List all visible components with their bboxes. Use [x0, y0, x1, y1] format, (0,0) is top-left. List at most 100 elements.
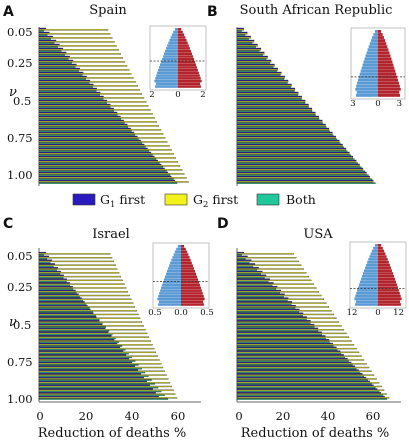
- bar-b-both-17: [236, 94, 299, 96]
- inset-b-bar-left-22: [355, 93, 378, 97]
- bar-d-both-15: [236, 307, 296, 309]
- bar-c-both-24: [38, 341, 119, 343]
- bar-a-g1-4: [38, 39, 57, 42]
- bar-c-g2-9: [38, 283, 125, 285]
- bar-b-g1-3: [236, 35, 251, 38]
- inset-d-bar-right-7: [378, 260, 389, 264]
- bar-c-g1-7: [38, 274, 64, 276]
- bar-b-g1-34: [236, 159, 357, 162]
- panel-c-inset: [152, 242, 210, 309]
- bar-b-g2-22: [236, 113, 316, 115]
- inset-d-bar-left-16: [358, 286, 378, 289]
- inset-b-bar-right-4: [378, 39, 386, 42]
- bar-d-both-13: [236, 299, 288, 302]
- bar-a-g1-39: [38, 179, 175, 182]
- bar-b-g1-25: [236, 123, 326, 126]
- bar-d-g2-10: [236, 287, 317, 289]
- bar-c-g1-15: [38, 304, 88, 307]
- inset-d-bar-right-19: [378, 294, 401, 298]
- inset-b-bar-left-8: [366, 51, 378, 55]
- bar-a-g1-36: [38, 167, 165, 170]
- bar-a-both-22: [38, 114, 118, 116]
- inset-b-bar-left-16: [358, 75, 378, 79]
- panel-a-ytick-4: 0.75: [7, 131, 33, 145]
- inset-d-tick-mid: 0: [375, 308, 380, 318]
- bar-c-g2-20: [38, 325, 144, 327]
- bar-d-both-25: [236, 345, 334, 347]
- bar-b-both-19: [236, 102, 306, 104]
- bar-c-g2-27: [38, 351, 157, 354]
- inset-c-bar-left-10: [167, 269, 181, 273]
- panel-d-bars: [236, 251, 390, 400]
- bar-c-g1-39: [38, 395, 159, 398]
- bar-a-both-9: [38, 62, 72, 64]
- bar-d-g2-24: [236, 340, 352, 342]
- bar-a-g1-37: [38, 171, 169, 174]
- bar-b-both-25: [236, 126, 327, 128]
- bar-a-both-39: [38, 182, 178, 184]
- bar-b-g2-2: [236, 33, 248, 35]
- inset-a-bar-left-3: [171, 33, 178, 36]
- bar-b-g2-20: [236, 105, 309, 107]
- bar-c-both-37: [38, 390, 162, 393]
- inset-d-bar-left-12: [361, 275, 378, 278]
- bar-d-both-33: [236, 375, 365, 378]
- inset-c-bar-right-5: [181, 256, 190, 259]
- bar-a-g1-29: [38, 139, 141, 142]
- bar-b-g2-15: [236, 85, 292, 87]
- bar-d-g1-24: [236, 339, 330, 341]
- inset-c-bar-right-15: [181, 283, 200, 287]
- panel-label-c: C: [3, 216, 13, 232]
- bar-d-both-3: [236, 262, 250, 264]
- bar-a-g2-7: [38, 53, 121, 55]
- bar-d-g1-18: [236, 316, 307, 318]
- bar-b-g2-4: [236, 41, 255, 43]
- inset-d-bar-left-22: [355, 303, 378, 306]
- bar-d-g1-21: [236, 327, 319, 330]
- inset-b-bar-left-3: [372, 36, 378, 39]
- inset-a-bar-left-10: [164, 52, 178, 56]
- bar-d-g2-8: [236, 279, 312, 282]
- bar-d-both-30: [236, 364, 353, 366]
- legend-swatch-g2: [164, 193, 188, 206]
- bar-c-g2-34: [38, 378, 169, 380]
- bar-c-both-32: [38, 371, 146, 374]
- bar-a-g2-2: [38, 33, 111, 35]
- bar-b-g2-16: [236, 89, 296, 91]
- bar-c-g2-1: [38, 253, 111, 255]
- bar-c-g1-8: [38, 278, 67, 280]
- bar-a-g2-37: [38, 173, 185, 175]
- bar-d-g2-3: [236, 260, 299, 263]
- bar-d-both-12: [236, 296, 284, 298]
- bar-b-g1-1: [236, 27, 244, 30]
- inset-a-tick-right: 2: [200, 90, 205, 100]
- panel-d-xtick-2: 20: [276, 409, 291, 423]
- bar-d-g1-20: [236, 323, 315, 326]
- bar-a-both-11: [38, 70, 79, 72]
- inset-a-bar-right-12: [178, 58, 195, 61]
- panel-label-b: B: [207, 4, 218, 20]
- inset-b-bar-left-4: [370, 39, 378, 42]
- bar-d-g2-20: [236, 325, 342, 327]
- bar-a-both-3: [38, 38, 51, 40]
- bar-a-both-30: [38, 146, 146, 148]
- inset-a-bar-right-17: [178, 71, 199, 75]
- panel-d-xlabel: Reduction of deaths %: [241, 426, 389, 440]
- inset-a-bar-left-14: [160, 63, 178, 66]
- bar-a-both-4: [38, 42, 55, 44]
- inset-c-tick-right: 0.5: [200, 308, 214, 318]
- panel-c-xtick-3: 40: [125, 409, 140, 423]
- bar-a-g2-35: [38, 165, 181, 167]
- bar-d-both-6: [236, 273, 261, 275]
- bar-b-g1-36: [236, 167, 364, 170]
- bar-c-both-1: [38, 254, 44, 256]
- bar-a-both-23: [38, 118, 122, 120]
- bar-c-g1-9: [38, 282, 70, 284]
- bar-d-g1-37: [236, 388, 378, 390]
- inset-d-bar-right-10: [378, 269, 392, 272]
- bar-a-both-32: [38, 154, 153, 156]
- inset-b-bar-right-13: [378, 66, 395, 70]
- bar-d-both-26: [236, 349, 338, 351]
- inset-d-bar-left-8: [366, 263, 378, 267]
- panel-d-xtick-3: 40: [321, 409, 336, 423]
